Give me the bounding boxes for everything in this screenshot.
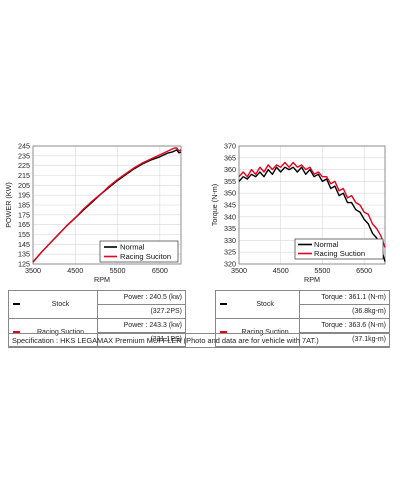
- row-name: Stock: [24, 290, 98, 319]
- table-row: Stock Torque : 361.1 (N-m): [215, 290, 391, 319]
- power-y-tick-label: 155: [18, 230, 30, 239]
- torque-legend-racing: Racing Suction: [314, 249, 365, 258]
- power-legend: Normal Racing Suciton: [99, 240, 179, 263]
- power-y-tick-label: 225: [18, 161, 30, 170]
- power-xlabel: RPM: [94, 275, 110, 284]
- stock-marker: [8, 290, 25, 319]
- torque-value: Torque : 361.1 (N-m): [298, 290, 391, 305]
- row-name: Racing Suction: [24, 318, 98, 347]
- table-row: Racing Suction Power : 243.3 (kw): [8, 318, 187, 347]
- power-y-tick-label: 215: [18, 171, 30, 180]
- torque-series-racing-line: [238, 161, 386, 248]
- torque-value: Torque : 363.6 (N-m): [298, 318, 391, 333]
- power-y-tick-label: 185: [18, 201, 30, 210]
- torque-y-tick-label: 370: [224, 142, 236, 151]
- torque-series-normal-line: [238, 166, 386, 262]
- racing-line-swatch: [220, 331, 228, 334]
- torque-legend-normal: Normal: [314, 240, 339, 249]
- power-x-ticks: 3500 4500 5500 6500: [25, 266, 168, 275]
- torque-plot-frame: [238, 145, 386, 265]
- torque-y-tick-label: 365: [224, 153, 236, 162]
- specification-note: Specification : HKS LEGAMAX Premium MUFF…: [8, 333, 390, 348]
- torque-y-tick-label: 325: [224, 248, 236, 257]
- power-y-tick-label: 245: [18, 142, 30, 151]
- power-x-tick-label: 5500: [110, 266, 126, 275]
- table-row: Stock Power : 240.5 (kw): [8, 290, 187, 319]
- power-value: Power : 243.3 (kw): [96, 318, 187, 333]
- power-x-tick-label: 4500: [67, 266, 83, 275]
- stock-line-swatch: [220, 303, 228, 306]
- torque-table: Stock Torque : 361.1 (N-m) (36.8kg-m) Ra…: [215, 290, 391, 347]
- torque-y-ticks: 320 325 330 335 340 345 350 355 360 365 370: [224, 142, 236, 269]
- torque-legend-box: [294, 238, 384, 260]
- power-y-tick-label: 165: [18, 220, 30, 229]
- row-name: Stock: [231, 290, 300, 319]
- torque-y-tick-label: 360: [224, 165, 236, 174]
- power-y-tick-label: 205: [18, 181, 30, 190]
- power-ylabel: POWER (KW): [4, 182, 13, 228]
- power-y-tick-label: 125: [18, 260, 30, 269]
- power-y-tick-label: 135: [18, 250, 30, 259]
- power-legend-box: [99, 240, 179, 263]
- power-y-tick-label: 145: [18, 240, 30, 249]
- power-lines: [32, 147, 182, 263]
- torque-y-tick-label: 340: [224, 212, 236, 221]
- torque-chart: 320 325 330 335 340 345 350 355 360 365 370 3500 45…: [210, 142, 386, 284]
- torque-x-tick-label: 6500: [356, 266, 372, 275]
- racing-marker: [8, 318, 25, 347]
- torque-y-tick-label: 355: [224, 177, 236, 186]
- power-y-tick-label: 175: [18, 210, 30, 219]
- torque-x-tick-label: 3500: [231, 266, 247, 275]
- table-row: Racing Suction Torque : 363.6 (N-m): [215, 318, 391, 347]
- torque-legend: Normal Racing Suction: [294, 238, 384, 260]
- power-y-tick-label: 235: [18, 151, 30, 160]
- torque-y-tick-label: 350: [224, 189, 236, 198]
- torque-y-tick-label: 320: [224, 260, 236, 269]
- torque-kgm: (36.8kg-m): [298, 304, 391, 319]
- power-legend-racing: Racing Suciton: [120, 252, 171, 261]
- racing-marker: [215, 318, 232, 347]
- torque-ylabel: Torque (N-m): [210, 184, 219, 226]
- torque-x-ticks: 3500 4500 5500 6500: [231, 266, 372, 275]
- torque-y-tick-label: 330: [224, 236, 236, 245]
- stock-line-swatch: [13, 303, 21, 306]
- power-chart: 125135145155165175185195205215225235245 …: [4, 142, 182, 284]
- torque-y-tick-label: 345: [224, 201, 236, 210]
- power-x-tick-label: 6500: [152, 266, 168, 275]
- power-value: Power : 240.5 (kw): [96, 290, 187, 305]
- power-series-racing-line: [32, 147, 182, 263]
- power-x-tick-label: 3500: [25, 266, 41, 275]
- power-ps: (327.2PS): [96, 304, 187, 319]
- torque-x-tick-label: 4500: [273, 266, 289, 275]
- torque-lines: [238, 161, 386, 262]
- torque-xlabel: RPM: [304, 275, 320, 284]
- torque-y-tick-label: 335: [224, 224, 236, 233]
- power-legend-normal: Normal: [120, 243, 145, 252]
- stock-marker: [215, 290, 232, 319]
- power-y-tick-label: 195: [18, 191, 30, 200]
- power-table: Stock Power : 240.5 (kw) (327.2PS) Racin…: [8, 290, 187, 347]
- power-plot-frame: [32, 145, 182, 265]
- racing-line-swatch: [13, 331, 21, 334]
- torque-x-tick-label: 5500: [314, 266, 330, 275]
